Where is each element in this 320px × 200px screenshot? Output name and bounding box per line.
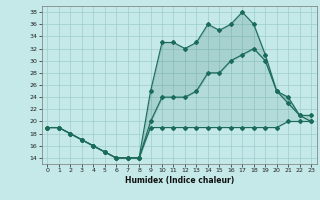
X-axis label: Humidex (Indice chaleur): Humidex (Indice chaleur) [124, 176, 234, 185]
